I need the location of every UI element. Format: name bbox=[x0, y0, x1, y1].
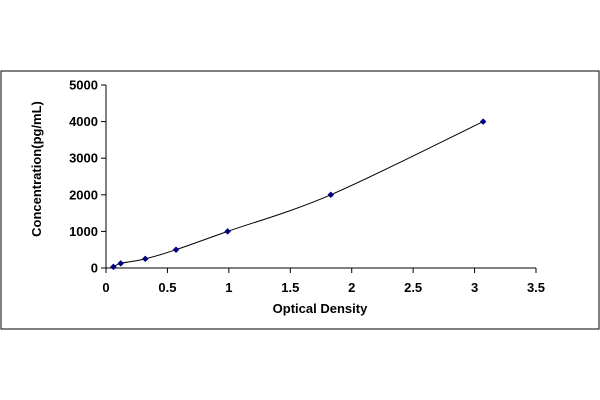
x-axis-title: Optical Density bbox=[273, 301, 368, 316]
x-tick-label: 3 bbox=[471, 280, 478, 295]
y-tick-label: 1000 bbox=[69, 224, 98, 239]
x-tick-label: 3.5 bbox=[527, 280, 545, 295]
data-point bbox=[141, 255, 149, 263]
x-tick-label: 2 bbox=[348, 280, 355, 295]
y-tick-label: 5000 bbox=[69, 78, 98, 93]
data-point bbox=[327, 191, 335, 199]
y-tick-label: 2000 bbox=[69, 187, 98, 202]
y-tick-label: 4000 bbox=[69, 114, 98, 129]
x-tick-label: 2.5 bbox=[404, 280, 422, 295]
data-point bbox=[172, 246, 180, 254]
data-point bbox=[479, 118, 487, 125]
y-axis-title: Concentration(pg/mL) bbox=[29, 101, 44, 237]
data-point bbox=[110, 263, 117, 271]
y-tick-label: 0 bbox=[91, 261, 98, 276]
y-tick-label: 3000 bbox=[69, 151, 98, 166]
plot-area: 0 1000 2000 3000 4000 5000 0 0.5 1 1.5 2 2.5 3 3.5 bbox=[69, 78, 545, 296]
x-tick-label: 0 bbox=[102, 280, 109, 295]
x-tick-label: 1.5 bbox=[281, 280, 299, 295]
data-point bbox=[117, 260, 125, 267]
data-point bbox=[224, 228, 231, 235]
x-tick-label: 0.5 bbox=[158, 280, 176, 295]
chart-border bbox=[0, 70, 600, 330]
x-tick-label: 1 bbox=[225, 280, 232, 295]
